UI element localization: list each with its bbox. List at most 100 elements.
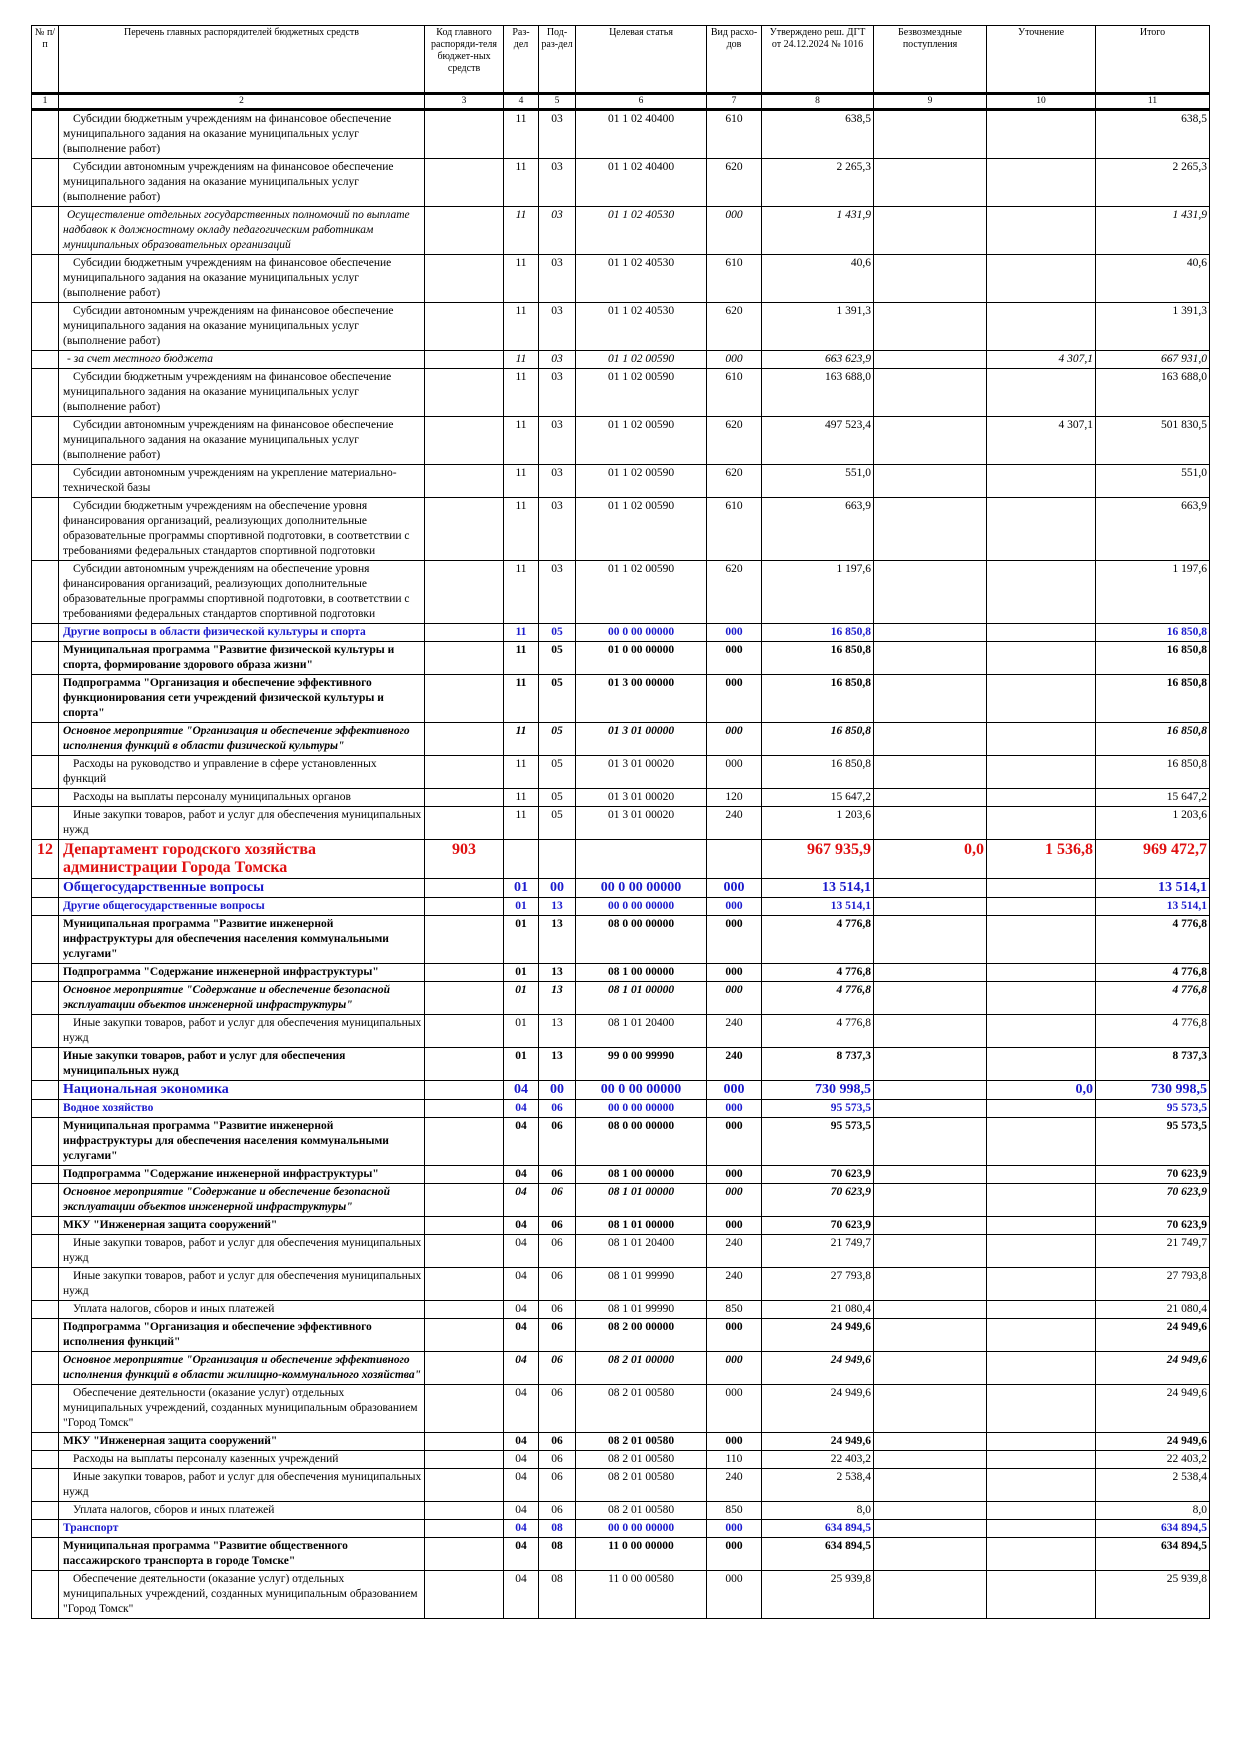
table-cell: 01 1 02 40530 bbox=[575, 206, 707, 255]
table-cell bbox=[986, 915, 1096, 964]
table-cell: 08 2 01 00580 bbox=[575, 1384, 707, 1433]
table-cell: 4 307,1 bbox=[986, 416, 1096, 465]
table-cell: 70 623,9 bbox=[761, 1183, 874, 1217]
table-cell bbox=[986, 878, 1096, 898]
table-cell bbox=[873, 878, 987, 898]
table-cell: 08 2 01 00580 bbox=[575, 1468, 707, 1502]
table-cell: 000 bbox=[706, 1570, 762, 1619]
table-cell bbox=[706, 839, 762, 879]
table-cell bbox=[31, 1234, 59, 1268]
table-cell bbox=[986, 1468, 1096, 1502]
table-cell: 13 bbox=[538, 915, 576, 964]
table-cell: 01 1 02 00590 bbox=[575, 497, 707, 561]
table-cell: Транспорт bbox=[58, 1519, 425, 1538]
table-cell bbox=[424, 1117, 504, 1166]
table-cell: 000 bbox=[706, 1351, 762, 1385]
table-cell: 01 bbox=[503, 897, 539, 916]
table-cell: 70 623,9 bbox=[761, 1165, 874, 1184]
table-cell bbox=[31, 560, 59, 624]
table-cell bbox=[424, 1519, 504, 1538]
table-cell bbox=[424, 1537, 504, 1571]
table-cell: 8 737,3 bbox=[761, 1047, 874, 1081]
table-cell: 08 bbox=[538, 1537, 576, 1571]
table-cell: Субсидии бюджетным учреждениям на финанс… bbox=[58, 254, 425, 303]
table-cell: 24 949,6 bbox=[1095, 1384, 1210, 1433]
table-cell: 04 bbox=[503, 1537, 539, 1571]
table-cell bbox=[31, 464, 59, 498]
table-cell: 03 bbox=[538, 206, 576, 255]
table-cell: 16 850,8 bbox=[761, 755, 874, 789]
table-cell bbox=[424, 302, 504, 351]
table-cell: Подпрограмма "Организация и обеспечение … bbox=[58, 674, 425, 723]
table-cell: Обеспечение деятельности (оказание услуг… bbox=[58, 1384, 425, 1433]
table-cell bbox=[873, 641, 987, 675]
table-cell bbox=[424, 1300, 504, 1319]
table-row: Осуществление отдельных государственных … bbox=[31, 206, 1210, 255]
table-cell: 13 bbox=[538, 1047, 576, 1081]
table-cell: 03 bbox=[538, 254, 576, 303]
table-cell bbox=[873, 1300, 987, 1319]
table-cell bbox=[873, 1570, 987, 1619]
table-cell bbox=[424, 1099, 504, 1118]
table-cell bbox=[424, 1047, 504, 1081]
table-cell: 05 bbox=[538, 623, 576, 642]
table-cell: 16 850,8 bbox=[1095, 755, 1210, 789]
table-cell bbox=[873, 1351, 987, 1385]
table-cell bbox=[986, 963, 1096, 982]
table-cell: МКУ "Инженерная защита сооружений" bbox=[58, 1216, 425, 1235]
table-cell: 000 bbox=[706, 1519, 762, 1538]
table-cell: Основное мероприятие "Организация и обес… bbox=[58, 722, 425, 756]
column-number: 7 bbox=[706, 93, 762, 111]
column-number: 5 bbox=[538, 93, 576, 111]
table-cell: 663,9 bbox=[761, 497, 874, 561]
table-cell bbox=[986, 641, 1096, 675]
table-cell bbox=[424, 1318, 504, 1352]
table-cell: 24 949,6 bbox=[761, 1432, 874, 1451]
table-cell: 08 1 01 99990 bbox=[575, 1267, 707, 1301]
table-cell: 04 bbox=[503, 1183, 539, 1217]
table-cell bbox=[424, 722, 504, 756]
table-cell: 11 0 00 00000 bbox=[575, 1537, 707, 1571]
table-cell bbox=[424, 1014, 504, 1048]
table-cell: 21 749,7 bbox=[761, 1234, 874, 1268]
table-cell: 240 bbox=[706, 806, 762, 840]
table-cell: 967 935,9 bbox=[761, 839, 874, 879]
table-row: Подпрограмма "Организация и обеспечение … bbox=[31, 1318, 1210, 1352]
table-cell bbox=[31, 788, 59, 807]
table-cell: Иные закупки товаров, работ и услуг для … bbox=[58, 1468, 425, 1502]
table-cell bbox=[31, 1300, 59, 1319]
table-cell: 70 623,9 bbox=[761, 1216, 874, 1235]
table-row: Обеспечение деятельности (оказание услуг… bbox=[31, 1570, 1210, 1619]
table-cell bbox=[873, 302, 987, 351]
table-row: Транспорт 04 08 00 0 00 00000 000 634 894,5 63… bbox=[31, 1519, 1210, 1538]
table-cell bbox=[31, 915, 59, 964]
table-cell bbox=[986, 464, 1096, 498]
table-row: Другие общегосударственные вопросы 01 13 00… bbox=[31, 897, 1210, 916]
table-cell: 000 bbox=[706, 1080, 762, 1100]
table-row: Муниципальная программа "Развитие инжене… bbox=[31, 1117, 1210, 1166]
table-cell: 11 bbox=[503, 755, 539, 789]
table-cell: 70 623,9 bbox=[1095, 1165, 1210, 1184]
table-cell: 95 573,5 bbox=[1095, 1117, 1210, 1166]
table-cell: 06 bbox=[538, 1300, 576, 1319]
table-cell: 06 bbox=[538, 1234, 576, 1268]
column-header: Целевая статья bbox=[575, 25, 707, 95]
table-cell: 05 bbox=[538, 806, 576, 840]
table-cell bbox=[424, 641, 504, 675]
table-cell: 01 bbox=[503, 1047, 539, 1081]
table-cell: 40,6 bbox=[1095, 254, 1210, 303]
table-cell: Муниципальная программа "Развитие инжене… bbox=[58, 1117, 425, 1166]
table-cell: 610 bbox=[706, 254, 762, 303]
table-cell: 06 bbox=[538, 1267, 576, 1301]
table-cell: 497 523,4 bbox=[761, 416, 874, 465]
table-cell: 21 080,4 bbox=[761, 1300, 874, 1319]
table-cell: 163 688,0 bbox=[1095, 368, 1210, 417]
table-cell: 2 265,3 bbox=[1095, 158, 1210, 207]
table-cell: 04 bbox=[503, 1468, 539, 1502]
document: № п/п Перечень главных распорядителей бюд… bbox=[31, 25, 1210, 1619]
table-cell bbox=[873, 560, 987, 624]
table-cell: 08 1 01 00000 bbox=[575, 1183, 707, 1217]
table-cell: 01 3 01 00000 bbox=[575, 722, 707, 756]
table-cell: Муниципальная программа "Развитие общест… bbox=[58, 1537, 425, 1571]
table-cell: 01 3 01 00020 bbox=[575, 788, 707, 807]
